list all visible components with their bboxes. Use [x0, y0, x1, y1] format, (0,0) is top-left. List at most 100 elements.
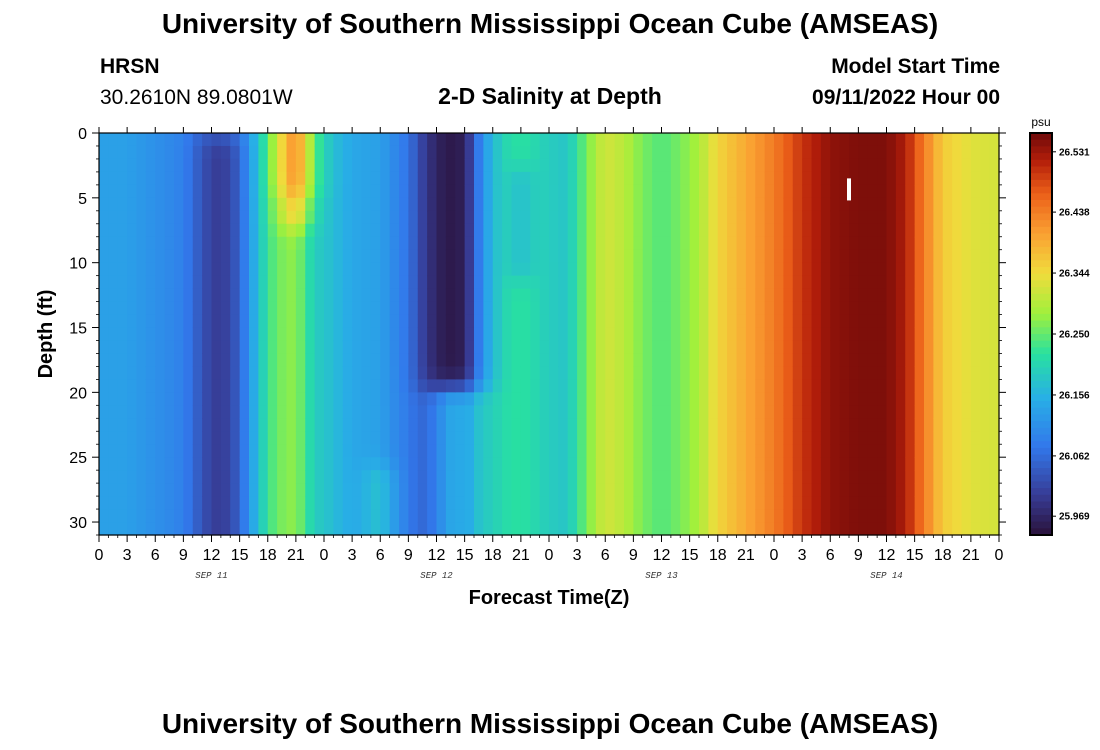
heatmap-cell: [408, 327, 419, 342]
heatmap-cell: [108, 249, 119, 264]
heatmap-cell: [961, 496, 972, 510]
heatmap-cell: [717, 509, 728, 523]
heatmap-cell: [511, 288, 522, 303]
heatmap-cell: [539, 145, 550, 160]
heatmap-cell: [952, 340, 963, 355]
heatmap-cell: [136, 431, 147, 445]
heatmap-cell: [174, 301, 184, 316]
colorbar-segment: [1030, 313, 1052, 322]
heatmap-cell: [145, 133, 156, 147]
heatmap-cell: [164, 314, 175, 329]
heatmap-cell: [699, 431, 709, 445]
heatmap-cell: [211, 405, 222, 419]
heatmap-cell: [136, 171, 147, 186]
heatmap-cell: [652, 145, 663, 160]
heatmap-cell: [895, 379, 906, 393]
heatmap-cell: [539, 210, 550, 225]
heatmap-cell: [164, 470, 175, 484]
heatmap-cell: [324, 418, 334, 432]
heatmap-cell: [145, 145, 156, 160]
heatmap-cell: [558, 366, 569, 380]
heatmap-cell: [474, 444, 484, 458]
heatmap-cell: [174, 288, 184, 303]
heatmap-cell: [952, 262, 963, 277]
heatmap-cell: [961, 405, 972, 419]
heatmap-cell: [220, 340, 231, 355]
heatmap-cell: [670, 171, 681, 186]
heatmap-cell: [305, 171, 316, 186]
heatmap-cell: [989, 275, 1000, 290]
heatmap-cell: [745, 431, 756, 445]
heatmap-cell: [877, 509, 888, 523]
heatmap-cell: [436, 197, 447, 212]
heatmap-cell: [427, 405, 438, 419]
heatmap-cell: [764, 262, 775, 277]
heatmap-cell: [595, 522, 606, 536]
heatmap-cell: [174, 158, 184, 173]
heatmap-cell: [164, 158, 175, 173]
heatmap-cell: [867, 353, 878, 368]
heatmap-cell: [417, 145, 428, 160]
heatmap-cell: [324, 379, 334, 393]
heatmap-cell: [230, 158, 241, 173]
heatmap-cell: [970, 288, 981, 303]
heatmap-cell: [455, 379, 466, 393]
heatmap-cell: [455, 197, 466, 212]
heatmap-cell: [474, 288, 484, 303]
heatmap-cell: [249, 184, 259, 199]
heatmap-cell: [642, 379, 653, 393]
heatmap-cell: [399, 210, 409, 225]
heatmap-cell: [539, 171, 550, 186]
heatmap-cell: [820, 457, 831, 471]
heatmap-cell: [877, 405, 888, 419]
heatmap-cell: [427, 145, 438, 160]
heatmap-cell: [970, 366, 981, 380]
heatmap-cell: [511, 392, 522, 406]
heatmap-cell: [174, 444, 184, 458]
heatmap-cell: [474, 210, 484, 225]
heatmap-cell: [661, 314, 672, 329]
heatmap-cell: [408, 483, 419, 497]
heatmap-cell: [783, 353, 794, 368]
heatmap-cell: [689, 184, 700, 199]
heatmap-cell: [849, 457, 859, 471]
heatmap-cell: [914, 405, 925, 419]
heatmap-cell: [502, 223, 513, 238]
heatmap-cell: [333, 379, 344, 393]
heatmap-cell: [886, 522, 897, 536]
heatmap-cell: [905, 210, 916, 225]
heatmap-cell: [530, 457, 541, 471]
heatmap-cell: [211, 392, 222, 406]
x-tick-label: 3: [123, 547, 132, 564]
heatmap-cell: [267, 353, 278, 368]
heatmap-cell: [399, 522, 409, 536]
heatmap-cell: [774, 470, 784, 484]
heatmap-cell: [174, 470, 184, 484]
heatmap-cell: [792, 197, 803, 212]
heatmap-cell: [774, 223, 784, 238]
heatmap-cell: [652, 457, 663, 471]
heatmap-cell: [286, 314, 297, 329]
x-tick-label: 18: [934, 547, 952, 564]
heatmap-cell: [802, 314, 813, 329]
heatmap-cell: [455, 509, 466, 523]
heatmap-cell: [989, 184, 1000, 199]
heatmap-cell: [445, 223, 456, 238]
heatmap-cell: [755, 509, 766, 523]
heatmap-cell: [211, 379, 222, 393]
heatmap-cell: [670, 262, 681, 277]
colorbar-segment: [1030, 468, 1052, 476]
heatmap-cell: [755, 288, 766, 303]
heatmap-cell: [370, 457, 381, 471]
heatmap-cell: [914, 314, 925, 329]
heatmap-cell: [914, 353, 925, 368]
heatmap-cell: [99, 184, 109, 199]
heatmap-cell: [305, 405, 316, 419]
heatmap-cell: [295, 418, 306, 432]
heatmap-cell: [736, 262, 747, 277]
heatmap-cell: [239, 522, 250, 536]
heatmap-cell: [755, 275, 766, 290]
heatmap-cell: [145, 509, 156, 523]
heatmap-cell: [783, 522, 794, 536]
heatmap-cell: [839, 236, 850, 251]
